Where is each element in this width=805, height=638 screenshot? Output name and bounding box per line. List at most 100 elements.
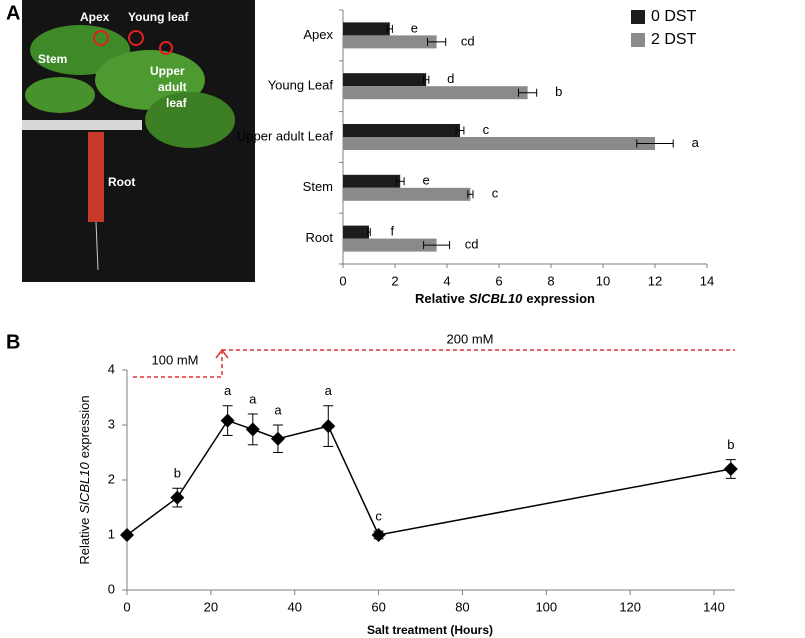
annotation: 200 mM [447,331,494,346]
x-tick-label: 120 [619,599,641,614]
bar [343,137,655,150]
x-tick-label: 40 [287,599,301,614]
significance-letter: b [174,466,181,481]
x-tick-label: 0 [123,599,130,614]
legend-label: 2 DST [651,31,697,48]
significance-letter: f [390,224,394,239]
significance-letter: a [325,383,333,398]
line [126,419,731,536]
x-tick-label: 80 [455,599,469,614]
legend-swatch [631,33,645,47]
point [270,431,285,446]
axis-title: Salt treatment (Hours) [367,623,493,637]
treatment-line [133,352,223,378]
bar [343,86,528,100]
bar [343,73,427,87]
leaves [25,77,95,113]
y-tick-label: Young Leaf [268,78,334,93]
axis-title-part: Relative [415,291,465,306]
x-tick-label: 60 [371,599,385,614]
photo: Apex Young leaf Stem Upper adult leaf Ro… [22,0,255,282]
x-tick-label: 2 [391,273,398,288]
marker [159,41,173,55]
significance-letter: c [375,509,382,524]
error-bar [423,241,451,250]
error-bar [395,177,405,186]
point [371,528,386,542]
leaves [145,92,235,148]
x-tick-label: 20 [204,599,218,614]
y-tick-label: 2 [108,471,115,486]
y-tick-label: Root [306,230,334,245]
significance-letter: e [411,20,418,35]
root-sample [88,132,104,222]
bar [343,35,437,49]
marker [93,30,109,46]
x-tick-label: 140 [703,599,725,614]
error-bar [518,88,538,97]
point [120,528,134,542]
x-tick-label: 8 [547,273,554,288]
bar [343,174,401,188]
point [321,419,336,434]
significance-letter: b [727,437,734,452]
root-hair [95,221,99,271]
x-tick-label: 14 [700,273,714,288]
axis-title-part: SlCBL10 [469,291,523,306]
point [220,413,235,428]
significance-letter: c [492,186,499,201]
y-tick-label: 4 [108,361,115,376]
photo-label: Upper [150,64,185,78]
photo-label: Stem [38,52,67,66]
leaves [30,25,130,75]
bar [343,238,437,252]
photo-label: Young leaf [128,10,189,24]
y-tick-label: 3 [108,416,115,431]
bar [343,124,460,137]
point [170,490,185,505]
significance-letter: a [224,383,232,398]
significance-letter: d [447,71,454,86]
photo-label: Apex [80,10,110,24]
significance-letter: a [249,391,257,406]
error-bar [423,75,430,84]
significance-letter: b [555,84,562,99]
x-tick-label: 12 [648,273,662,288]
photo-label: Root [108,175,135,189]
photo-label: adult [158,80,187,94]
marker [128,30,144,46]
bar [343,187,471,201]
annotation: 100 mM [152,352,199,367]
axis-title-part: expression [77,395,92,458]
error-bar [367,228,371,237]
axis-title-part: SlCBL10 [77,462,92,514]
bar [343,22,390,36]
x-tick-label: 4 [443,273,450,288]
y-tick-label: Apex [303,27,333,42]
y-tick-label: Upper adult Leaf [237,128,334,143]
photo-label: leaf [166,96,188,110]
point [723,462,738,476]
panel-letter: B [6,331,20,353]
y-tick-label: 0 [108,581,115,596]
error-bar [636,139,674,148]
x-tick-label: 100 [535,599,557,614]
axis-title-part: expression [526,291,595,306]
error-bar [455,126,465,135]
legend-swatch [631,10,645,24]
x-tick-label: 10 [596,273,610,288]
significance-letter: a [274,402,282,417]
significance-letter: a [692,135,700,150]
significance-letter: c [483,122,490,137]
error-bar [427,37,447,46]
significance-letter: cd [461,33,475,48]
significance-letter: e [422,173,429,188]
error-bar [386,24,393,33]
panel-letter: A [6,2,20,24]
bar [343,225,369,239]
y-tick-label: Stem [303,179,333,194]
axis-title: RelativeSlCBL10expression [77,395,92,564]
